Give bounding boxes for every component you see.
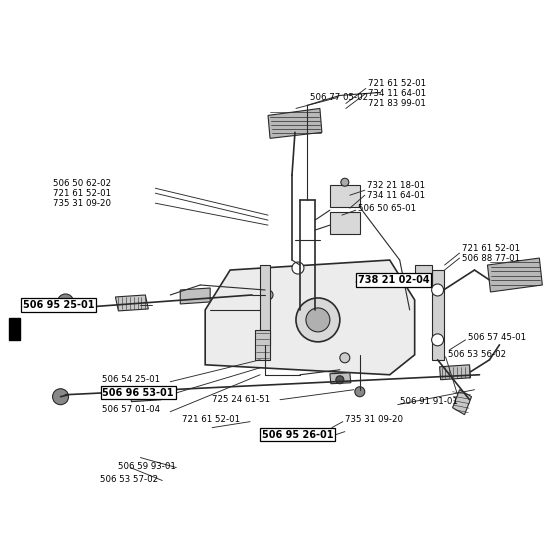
Circle shape [306,308,330,332]
Text: 721 61 52-01: 721 61 52-01 [368,79,426,88]
Polygon shape [452,390,472,414]
Text: 506 54 25-01: 506 54 25-01 [102,375,161,384]
Text: 506 91 91-01: 506 91 91-01 [400,397,458,406]
Circle shape [292,262,304,274]
Circle shape [53,389,68,405]
Text: 738 21 02-04: 738 21 02-04 [358,275,430,285]
Text: 506 59 93-01: 506 59 93-01 [118,462,176,471]
Bar [330,185,360,207]
Polygon shape [130,387,161,402]
Text: 735 31 09-20: 735 31 09-20 [53,199,110,208]
Circle shape [263,290,273,300]
Circle shape [58,294,73,310]
Text: 506 77 05-02: 506 77 05-02 [310,93,368,102]
Text: 506 53 57-02: 506 53 57-02 [100,475,158,484]
Text: 732 21 18-01: 732 21 18-01 [367,181,425,190]
Text: 506 50 62-02: 506 50 62-02 [53,179,111,188]
Bar [330,212,360,234]
Text: 506 53 56-02: 506 53 56-02 [447,351,506,360]
Text: 735 31 09-20: 735 31 09-20 [345,415,403,424]
Text: 721 61 52-01: 721 61 52-01 [53,189,111,198]
Polygon shape [268,109,322,138]
Bar [260,265,270,345]
Text: 721 83 99-01: 721 83 99-01 [368,99,426,108]
Text: 734 11 64-01: 734 11 64-01 [367,191,425,200]
Circle shape [432,334,444,346]
Text: 506 88 77-01: 506 88 77-01 [461,254,520,263]
Polygon shape [414,265,432,285]
Text: 506 57 01-04: 506 57 01-04 [102,405,161,414]
Bar [8,318,20,340]
Text: 734 11 64-01: 734 11 64-01 [368,89,426,98]
Circle shape [336,376,344,384]
Circle shape [340,353,350,363]
Text: 506 95 26-01: 506 95 26-01 [262,430,334,440]
Text: 506 50 65-01: 506 50 65-01 [358,204,416,213]
Polygon shape [330,373,351,384]
Text: 721 61 52-01: 721 61 52-01 [461,244,520,253]
Bar [432,270,444,360]
Text: 506 57 45-01: 506 57 45-01 [468,333,526,342]
Text: 721 61 52-01: 721 61 52-01 [182,415,240,424]
Text: 506 96 53-01: 506 96 53-01 [102,388,174,398]
Circle shape [355,387,365,396]
Text: 725 24 61-51: 725 24 61-51 [212,395,270,404]
Polygon shape [180,288,210,304]
Polygon shape [205,260,414,375]
Polygon shape [255,330,270,360]
Polygon shape [440,365,470,380]
Text: 506 95 25-01: 506 95 25-01 [22,300,94,310]
Circle shape [432,284,444,296]
Circle shape [341,178,349,186]
Polygon shape [115,295,148,311]
Polygon shape [488,258,542,292]
Circle shape [296,298,340,342]
